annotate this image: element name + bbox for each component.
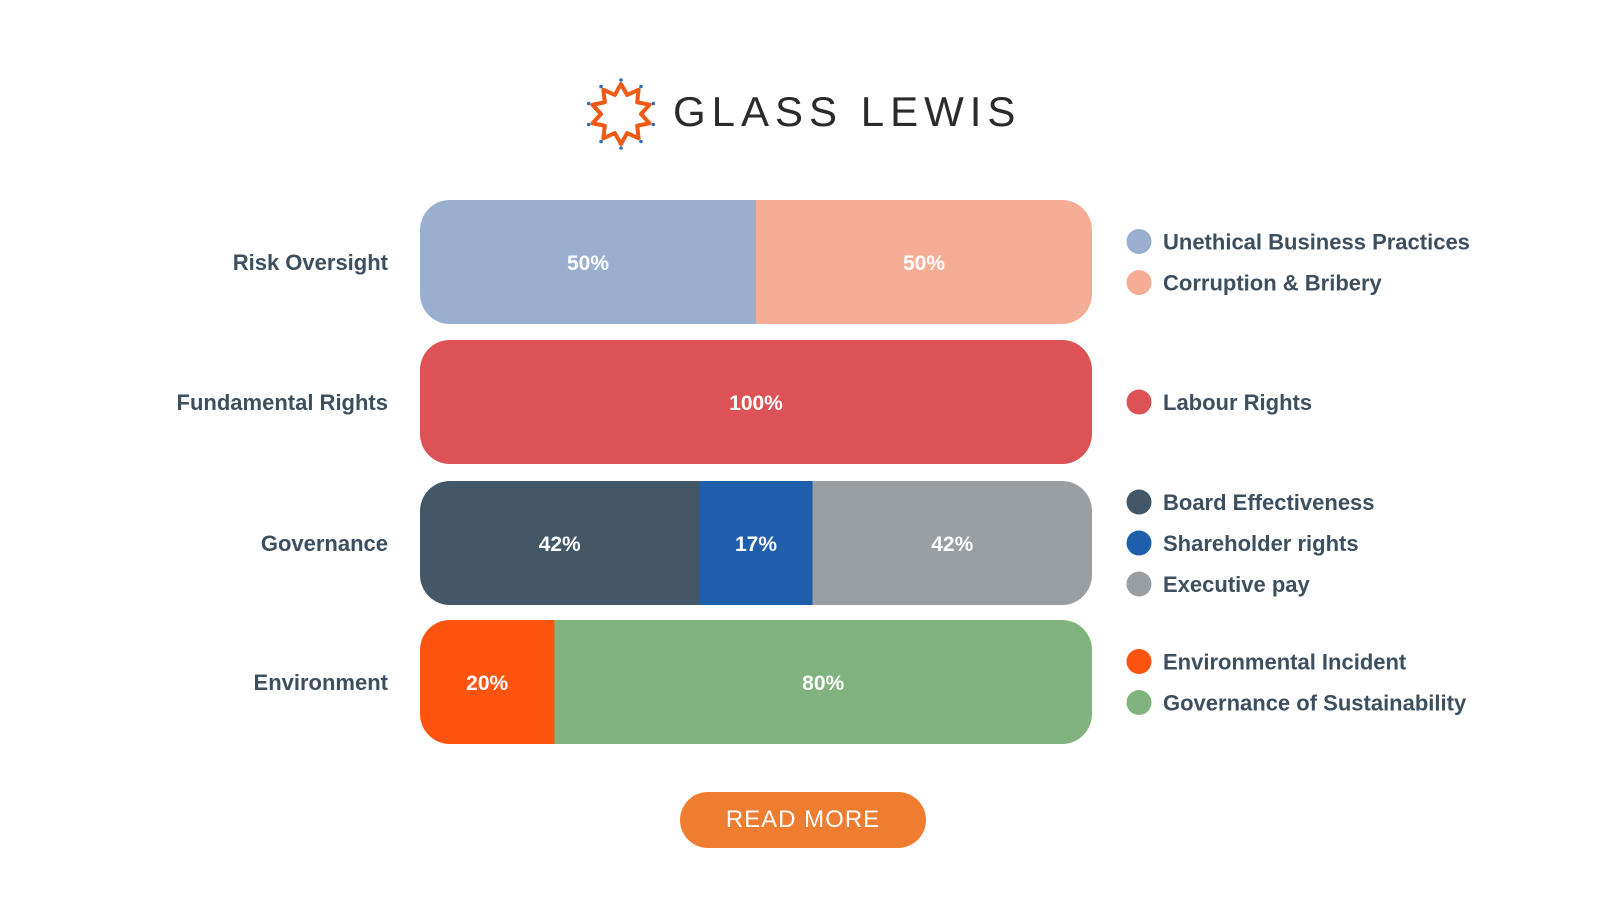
legend-item-shareholder-rights: Shareholder rights (1126, 530, 1359, 556)
bar-group-risk-oversight: Risk Oversight 50% 50% (233, 200, 1092, 324)
bar-segment-governance-of-sustainability (554, 620, 1092, 744)
legend: Unethical Business Practices Corruption &… (1126, 229, 1470, 716)
legend-item-unethical-business-practices: Unethical Business Practices (1126, 229, 1470, 255)
bar-group-governance: Governance 42% 17% 42% (261, 481, 1092, 605)
bar-groups: Risk Oversight 50% 50% Fundamental Rights 10… (177, 200, 1092, 744)
bar-segment-unethical-business-practices (420, 200, 757, 324)
legend-swatch (1126, 530, 1152, 556)
legend-item-corruption-and-bribery: Corruption & Bribery (1126, 270, 1383, 296)
category-label: Fundamental Rights (177, 390, 388, 415)
legend-label: Shareholder rights (1163, 531, 1359, 556)
data-label: 80% (802, 672, 844, 695)
data-label: 17% (735, 533, 777, 556)
category-label: Risk Oversight (233, 250, 389, 275)
legend-item-environmental-incident: Environmental Incident (1126, 649, 1407, 675)
bar-segment-board-effectiveness (420, 481, 700, 605)
legend-label: Environmental Incident (1163, 650, 1407, 675)
legend-swatch (1126, 649, 1152, 674)
bar-segment-executive-pay (812, 481, 1092, 605)
bar-segment-labour-rights (420, 340, 1092, 464)
data-label: 100% (729, 392, 783, 415)
bar-segment-shareholder-rights (699, 481, 814, 605)
legend-item-governance-of-sustainability: Governance of Sustainability (1126, 690, 1467, 716)
data-label: 42% (931, 533, 973, 556)
legend-swatch (1126, 571, 1152, 597)
legend-label: Corruption & Bribery (1163, 271, 1383, 296)
legend-label: Executive pay (1163, 572, 1311, 597)
legend-item-executive-pay: Executive pay (1126, 571, 1311, 597)
legend-label: Unethical Business Practices (1163, 230, 1470, 255)
legend-swatch (1126, 489, 1152, 515)
category-label: Environment (254, 670, 389, 695)
data-label: 50% (567, 252, 609, 275)
legend-label: Board Effectiveness (1163, 490, 1375, 515)
bar-segment-environmental-incident (420, 620, 555, 744)
legend-swatch (1126, 690, 1152, 715)
glass-lewis-logo: GLASS LEWIS (585, 78, 1025, 150)
legend-swatch (1126, 229, 1152, 254)
data-label: 20% (466, 672, 508, 695)
data-label: 50% (903, 252, 945, 275)
brand-name: GLASS LEWIS (673, 88, 1022, 135)
bar-group-environment: Environment 20% 80% (254, 620, 1092, 744)
legend-label: Labour Rights (1163, 390, 1312, 415)
bar-segment-corruption-and-bribery (756, 200, 1092, 324)
category-label: Governance (261, 531, 388, 556)
bar-group-fundamental-rights: Fundamental Rights 100% (177, 340, 1092, 464)
data-label: 42% (539, 533, 581, 556)
legend-item-labour-rights: Labour Rights (1126, 389, 1312, 415)
legend-item-board-effectiveness: Board Effectiveness (1126, 489, 1375, 515)
read-more-button[interactable]: READ MORE (680, 792, 926, 848)
legend-swatch (1126, 270, 1152, 295)
legend-label: Governance of Sustainability (1163, 691, 1467, 716)
legend-swatch (1126, 389, 1152, 415)
starburst-logo-icon (586, 78, 656, 150)
